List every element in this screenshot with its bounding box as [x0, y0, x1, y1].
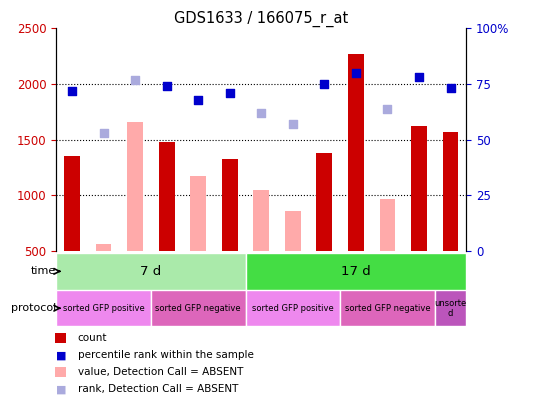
- Bar: [190, 177, 206, 251]
- Point: [320, 81, 329, 87]
- Point: [162, 83, 171, 90]
- Bar: [285, 211, 301, 251]
- Title: GDS1633 / 166075_r_at: GDS1633 / 166075_r_at: [174, 11, 348, 27]
- Bar: [348, 54, 364, 251]
- Text: sorted GFP positive: sorted GFP positive: [63, 304, 145, 313]
- Bar: [159, 142, 175, 251]
- Point: [68, 87, 76, 94]
- Bar: [222, 159, 237, 251]
- Text: 17 d: 17 d: [341, 265, 371, 278]
- Bar: [435, 290, 466, 326]
- Text: 7 d: 7 d: [140, 265, 161, 278]
- Point: [131, 76, 139, 83]
- Bar: [56, 290, 151, 326]
- Point: [226, 90, 234, 96]
- Bar: [151, 290, 245, 326]
- Bar: [316, 153, 332, 251]
- Text: ■: ■: [56, 350, 67, 360]
- Bar: [96, 244, 111, 251]
- Bar: [64, 156, 80, 251]
- Text: sorted GFP positive: sorted GFP positive: [252, 304, 334, 313]
- Bar: [245, 253, 466, 290]
- Text: unsorte
d: unsorte d: [434, 298, 467, 318]
- Text: protocol: protocol: [11, 303, 56, 313]
- Text: count: count: [78, 333, 107, 343]
- Text: rank, Detection Call = ABSENT: rank, Detection Call = ABSENT: [78, 384, 238, 394]
- Bar: [340, 290, 435, 326]
- Bar: [245, 290, 340, 326]
- Point: [383, 105, 392, 112]
- Bar: [411, 126, 427, 251]
- Point: [257, 110, 266, 116]
- Point: [415, 74, 423, 81]
- Text: time: time: [31, 266, 56, 276]
- Point: [352, 70, 360, 76]
- Bar: [379, 199, 396, 251]
- Bar: [254, 190, 269, 251]
- Text: value, Detection Call = ABSENT: value, Detection Call = ABSENT: [78, 367, 243, 377]
- Text: ■: ■: [56, 384, 67, 394]
- Text: sorted GFP negative: sorted GFP negative: [155, 304, 241, 313]
- Bar: [127, 122, 143, 251]
- Text: sorted GFP negative: sorted GFP negative: [345, 304, 430, 313]
- Point: [288, 121, 297, 127]
- Point: [446, 85, 455, 92]
- Bar: [56, 253, 245, 290]
- Text: percentile rank within the sample: percentile rank within the sample: [78, 350, 254, 360]
- Point: [99, 130, 108, 136]
- Bar: [443, 132, 458, 251]
- Point: [194, 96, 203, 103]
